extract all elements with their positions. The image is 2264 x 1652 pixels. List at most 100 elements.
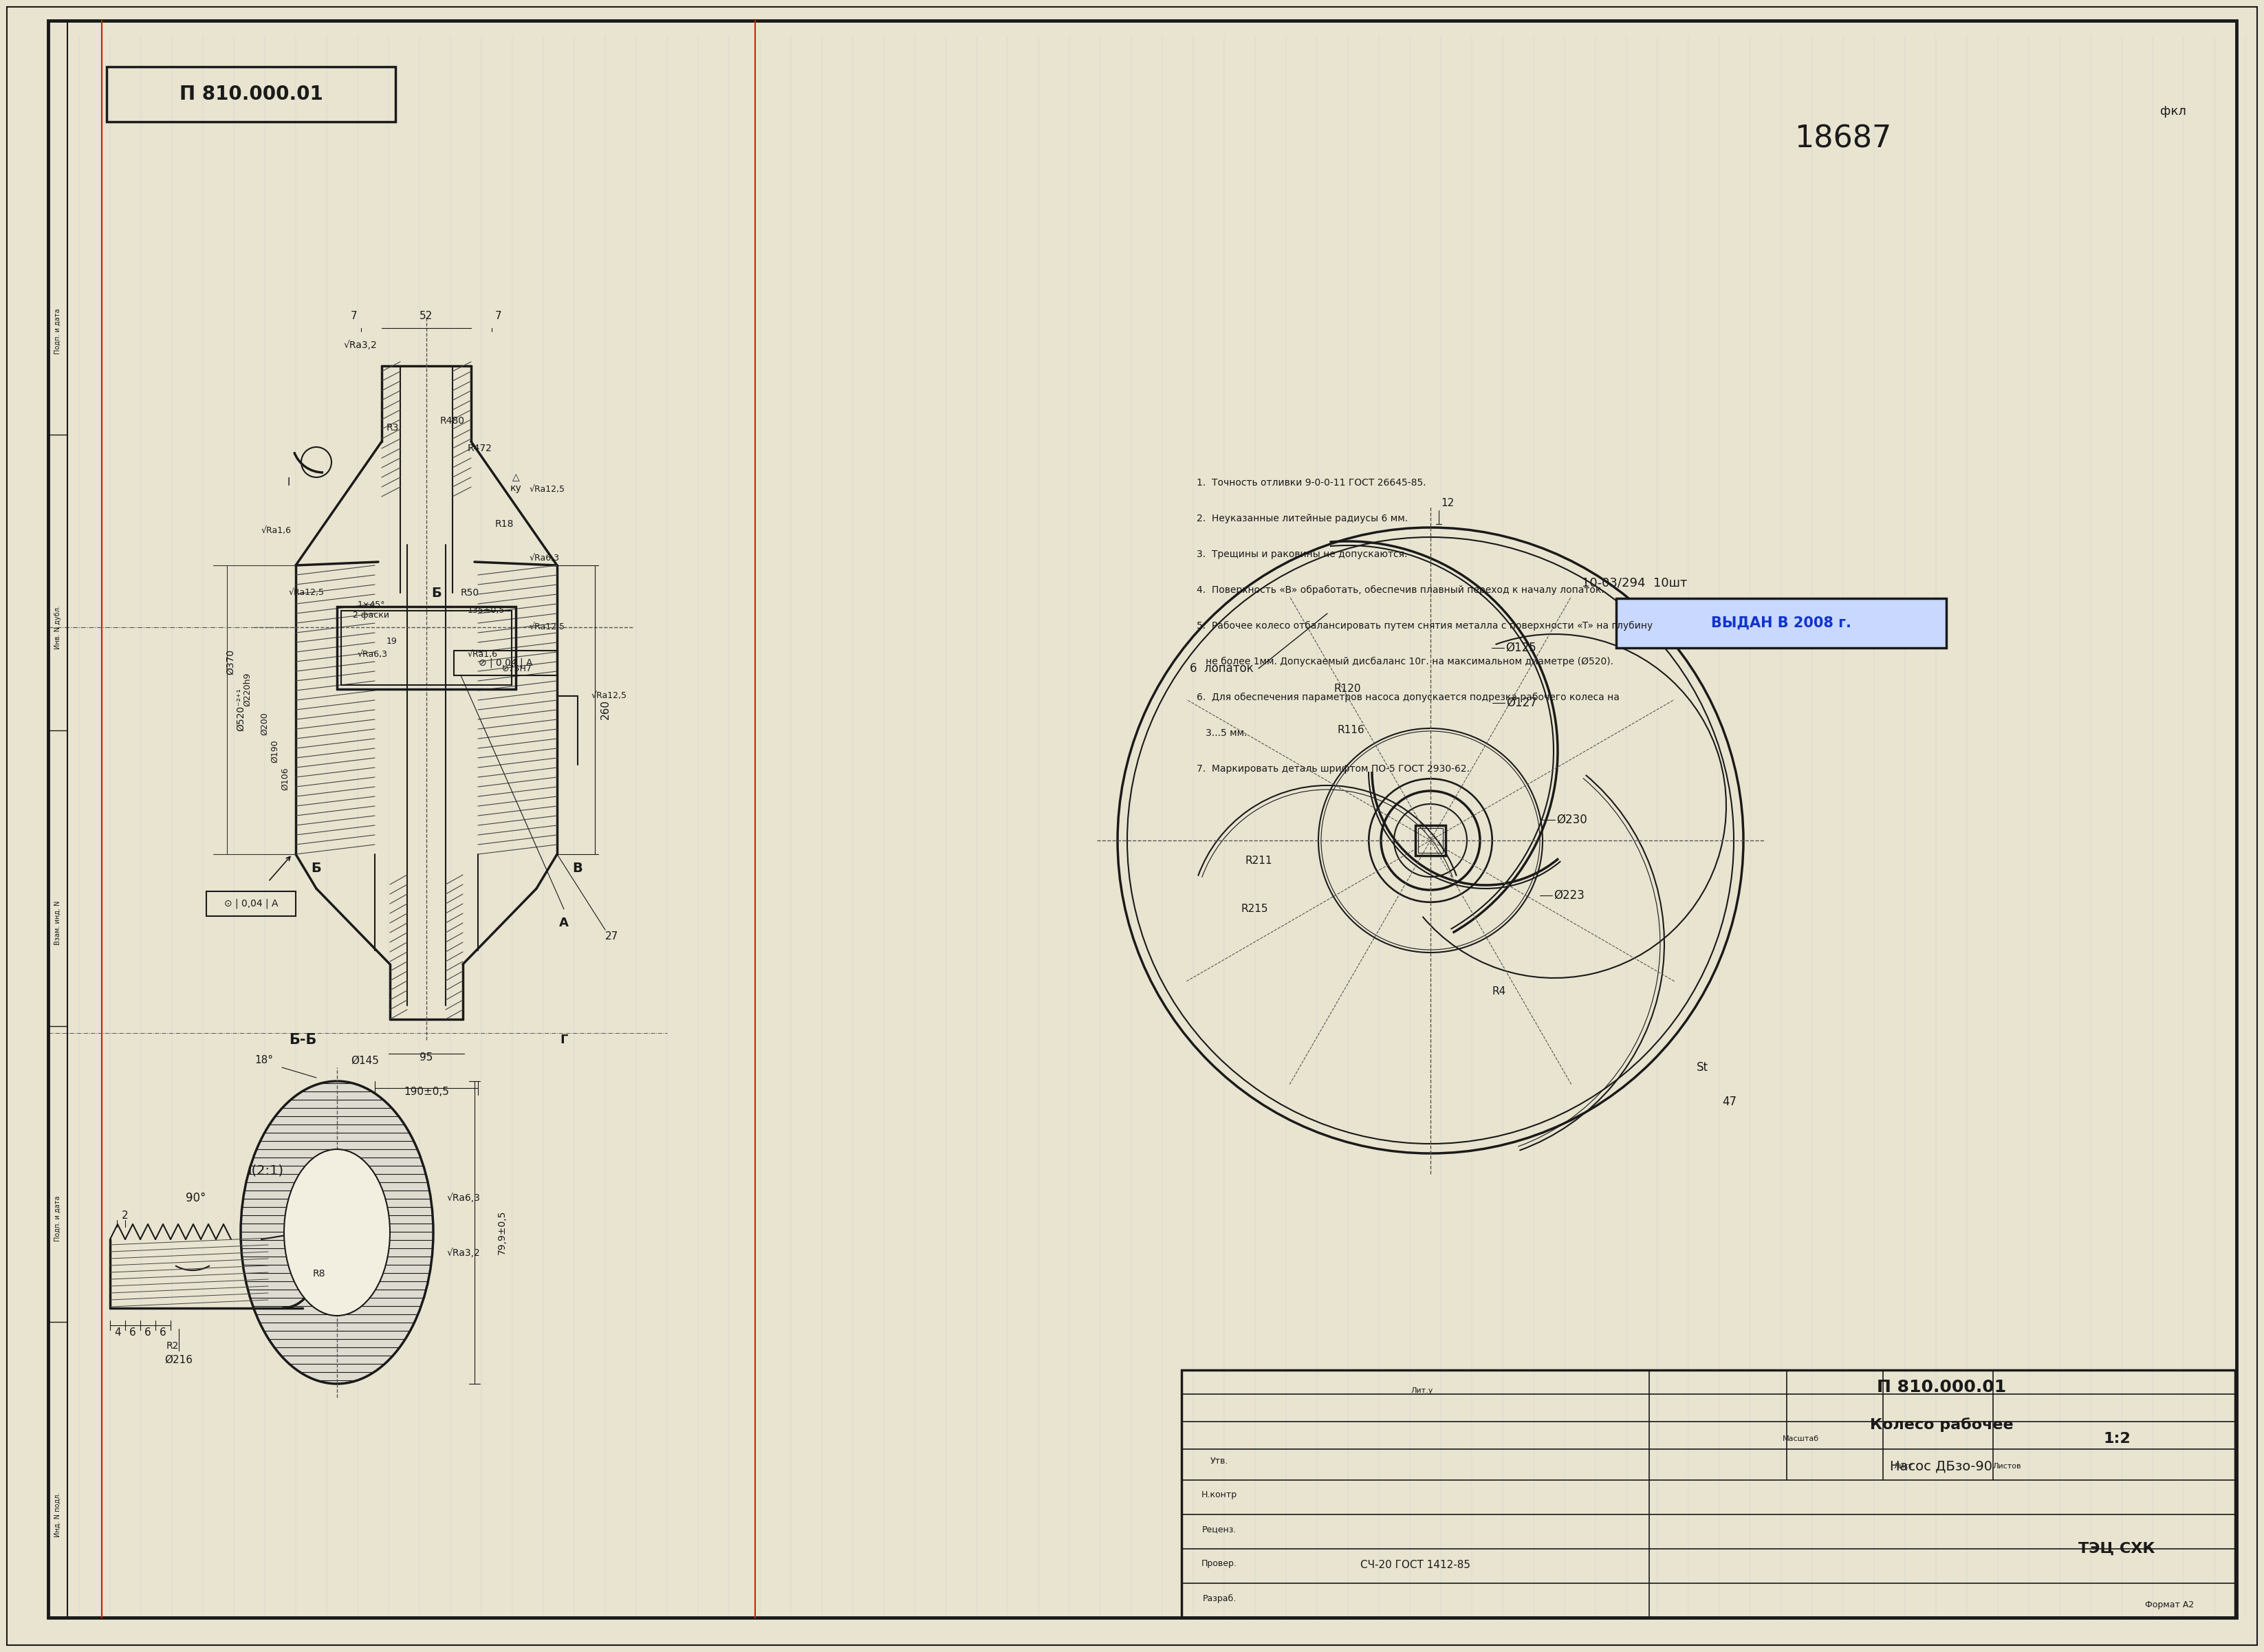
Text: √Ra12,5: √Ra12,5 bbox=[591, 692, 627, 700]
Text: 7.  Маркировать деталь шрифтом ПО-5 ГОСТ 2930-62.: 7. Маркировать деталь шрифтом ПО-5 ГОСТ … bbox=[1198, 765, 1469, 773]
Text: А: А bbox=[559, 917, 568, 928]
Text: Масштаб: Масштаб bbox=[1782, 1436, 1818, 1442]
Text: 1:2: 1:2 bbox=[2103, 1432, 2130, 1446]
Text: 19: 19 bbox=[387, 636, 398, 646]
Text: 18687: 18687 bbox=[1795, 124, 1893, 154]
Text: 6  лопаток: 6 лопаток bbox=[1191, 662, 1254, 674]
Text: Ø106: Ø106 bbox=[281, 767, 290, 790]
Text: Разраб.: Разраб. bbox=[1202, 1594, 1236, 1602]
Text: Ø220h9: Ø220h9 bbox=[242, 672, 251, 705]
Text: ⊘75H7: ⊘75H7 bbox=[503, 664, 532, 672]
Text: R8: R8 bbox=[312, 1269, 326, 1279]
Ellipse shape bbox=[283, 1150, 389, 1315]
Text: ⊙ | 0,04 | A: ⊙ | 0,04 | A bbox=[224, 899, 278, 909]
Text: √Ra3,2: √Ra3,2 bbox=[344, 340, 378, 350]
Text: R50: R50 bbox=[462, 588, 480, 598]
Bar bbox=[1616, 598, 1947, 648]
Text: 27: 27 bbox=[604, 932, 618, 942]
Text: √Ra1,6: √Ra1,6 bbox=[260, 527, 292, 535]
Text: Формат А2: Формат А2 bbox=[2144, 1601, 2194, 1609]
Text: 5.  Рабочее колесо отбалансировать путем снятия металла с поверхности «T» на глу: 5. Рабочее колесо отбалансировать путем … bbox=[1198, 621, 1653, 631]
Text: R215: R215 bbox=[1241, 904, 1268, 914]
Text: 6: 6 bbox=[145, 1327, 152, 1338]
Text: 95: 95 bbox=[419, 1052, 432, 1062]
Text: √Ra12,5: √Ra12,5 bbox=[530, 486, 566, 494]
Text: Г: Г bbox=[559, 1034, 568, 1046]
Bar bbox=[453, 651, 557, 676]
Text: Провер.: Провер. bbox=[1202, 1559, 1236, 1568]
Text: ВЫДАН В 2008 г.: ВЫДАН В 2008 г. bbox=[1712, 616, 1852, 629]
Text: 4.  Поверхность «B» обработать, обеспечив плавный переход к началу лопаток.: 4. Поверхность «B» обработать, обеспечив… bbox=[1198, 585, 1605, 595]
Text: √Ra3,2: √Ra3,2 bbox=[446, 1249, 480, 1257]
Text: П 810.000.01: П 810.000.01 bbox=[179, 84, 324, 104]
Text: R120: R120 bbox=[1333, 684, 1361, 694]
Text: St: St bbox=[1696, 1061, 1707, 1074]
Text: Ø230: Ø230 bbox=[1555, 814, 1587, 826]
Text: 6: 6 bbox=[129, 1327, 136, 1338]
Text: 79,9±0,5: 79,9±0,5 bbox=[498, 1211, 507, 1254]
Text: Б: Б bbox=[432, 586, 441, 600]
Text: 2.  Неуказанные литейные радиусы 6 мм.: 2. Неуказанные литейные радиусы 6 мм. bbox=[1198, 514, 1408, 524]
Bar bbox=[1182, 1370, 2235, 1617]
Text: 3.  Трещины и раковины не допускаются.: 3. Трещины и раковины не допускаются. bbox=[1198, 550, 1408, 558]
Text: R472: R472 bbox=[469, 444, 491, 453]
Text: R480: R480 bbox=[439, 416, 464, 426]
Text: Лит.у: Лит.у bbox=[1410, 1388, 1433, 1394]
Text: 90°: 90° bbox=[186, 1191, 206, 1204]
Text: Инв. N дубл.: Инв. N дубл. bbox=[54, 605, 61, 649]
Text: Н.контр: Н.контр bbox=[1202, 1490, 1236, 1500]
Text: Утв.: Утв. bbox=[1211, 1457, 1229, 1465]
Text: I(2:1): I(2:1) bbox=[247, 1165, 283, 1178]
Text: R3: R3 bbox=[387, 423, 398, 433]
Text: 47: 47 bbox=[1723, 1095, 1736, 1108]
Text: Ø190: Ø190 bbox=[272, 740, 278, 763]
Text: 6.  Для обеспечения параметров насоса допускается подрезка рабочего колеса на: 6. Для обеспечения параметров насоса доп… bbox=[1198, 692, 1619, 702]
Text: √Ra6,3: √Ra6,3 bbox=[530, 553, 559, 563]
Text: Б-Б: Б-Б bbox=[290, 1032, 317, 1047]
Text: Лист: Лист bbox=[1895, 1464, 1913, 1470]
Text: П 810.000.01: П 810.000.01 bbox=[1877, 1379, 2006, 1396]
Text: 52: 52 bbox=[419, 311, 432, 320]
Text: 1.  Точность отливки 9-0-0-11 ГОСТ 26645-85.: 1. Точность отливки 9-0-0-11 ГОСТ 26645-… bbox=[1198, 477, 1426, 487]
Text: 190±0,5: 190±0,5 bbox=[403, 1087, 448, 1097]
Text: 10-03/294  10шт: 10-03/294 10шт bbox=[1583, 577, 1687, 588]
Text: 6: 6 bbox=[161, 1327, 165, 1338]
Text: Листов: Листов bbox=[1992, 1464, 2022, 1470]
Text: R211: R211 bbox=[1245, 856, 1272, 866]
Text: Подп. и дата: Подп. и дата bbox=[54, 1196, 61, 1242]
Text: Ø145: Ø145 bbox=[351, 1056, 378, 1066]
Text: 2: 2 bbox=[122, 1211, 129, 1221]
Text: R4: R4 bbox=[1492, 986, 1506, 996]
Text: В: В bbox=[573, 861, 582, 874]
Text: 3...5 мм.: 3...5 мм. bbox=[1198, 729, 1247, 738]
Text: 12: 12 bbox=[1442, 499, 1453, 509]
Text: СЧ-20 ГОСТ 1412-85: СЧ-20 ГОСТ 1412-85 bbox=[1361, 1559, 1469, 1569]
Text: Колесо рабочее: Колесо рабочее bbox=[1870, 1417, 2013, 1432]
Text: R116: R116 bbox=[1338, 725, 1365, 735]
Bar bbox=[206, 892, 297, 917]
Text: фкл: фкл bbox=[2160, 106, 2187, 117]
Text: △
ку: △ ку bbox=[509, 472, 521, 494]
Bar bbox=[1417, 828, 1442, 852]
Bar bbox=[342, 611, 512, 686]
Text: 135±0,5: 135±0,5 bbox=[469, 606, 505, 615]
Text: 4: 4 bbox=[113, 1327, 120, 1338]
Text: Ø125: Ø125 bbox=[1506, 641, 1537, 654]
Text: Ø200: Ø200 bbox=[260, 712, 269, 735]
Text: √Ra12,5: √Ra12,5 bbox=[290, 588, 324, 598]
Text: Ø216: Ø216 bbox=[165, 1355, 192, 1365]
Text: 7: 7 bbox=[496, 311, 503, 320]
Bar bbox=[1415, 826, 1447, 856]
Text: Реценз.: Реценз. bbox=[1202, 1525, 1236, 1535]
Text: 260: 260 bbox=[600, 700, 611, 720]
Text: R2: R2 bbox=[165, 1341, 179, 1351]
Text: √Ra1,6: √Ra1,6 bbox=[469, 651, 498, 659]
Bar bbox=[48, 20, 68, 1617]
Text: 1×45°
2 фаски: 1×45° 2 фаски bbox=[353, 600, 389, 620]
Text: Насос ДБзо-90: Насос ДБзо-90 bbox=[1890, 1460, 1992, 1474]
Bar bbox=[337, 606, 516, 689]
Text: √Ra6,3: √Ra6,3 bbox=[446, 1193, 480, 1203]
Text: Инд. N подл.: Инд. N подл. bbox=[54, 1492, 61, 1536]
Ellipse shape bbox=[240, 1080, 432, 1384]
Text: Взам. инд. N: Взам. инд. N bbox=[54, 900, 61, 945]
